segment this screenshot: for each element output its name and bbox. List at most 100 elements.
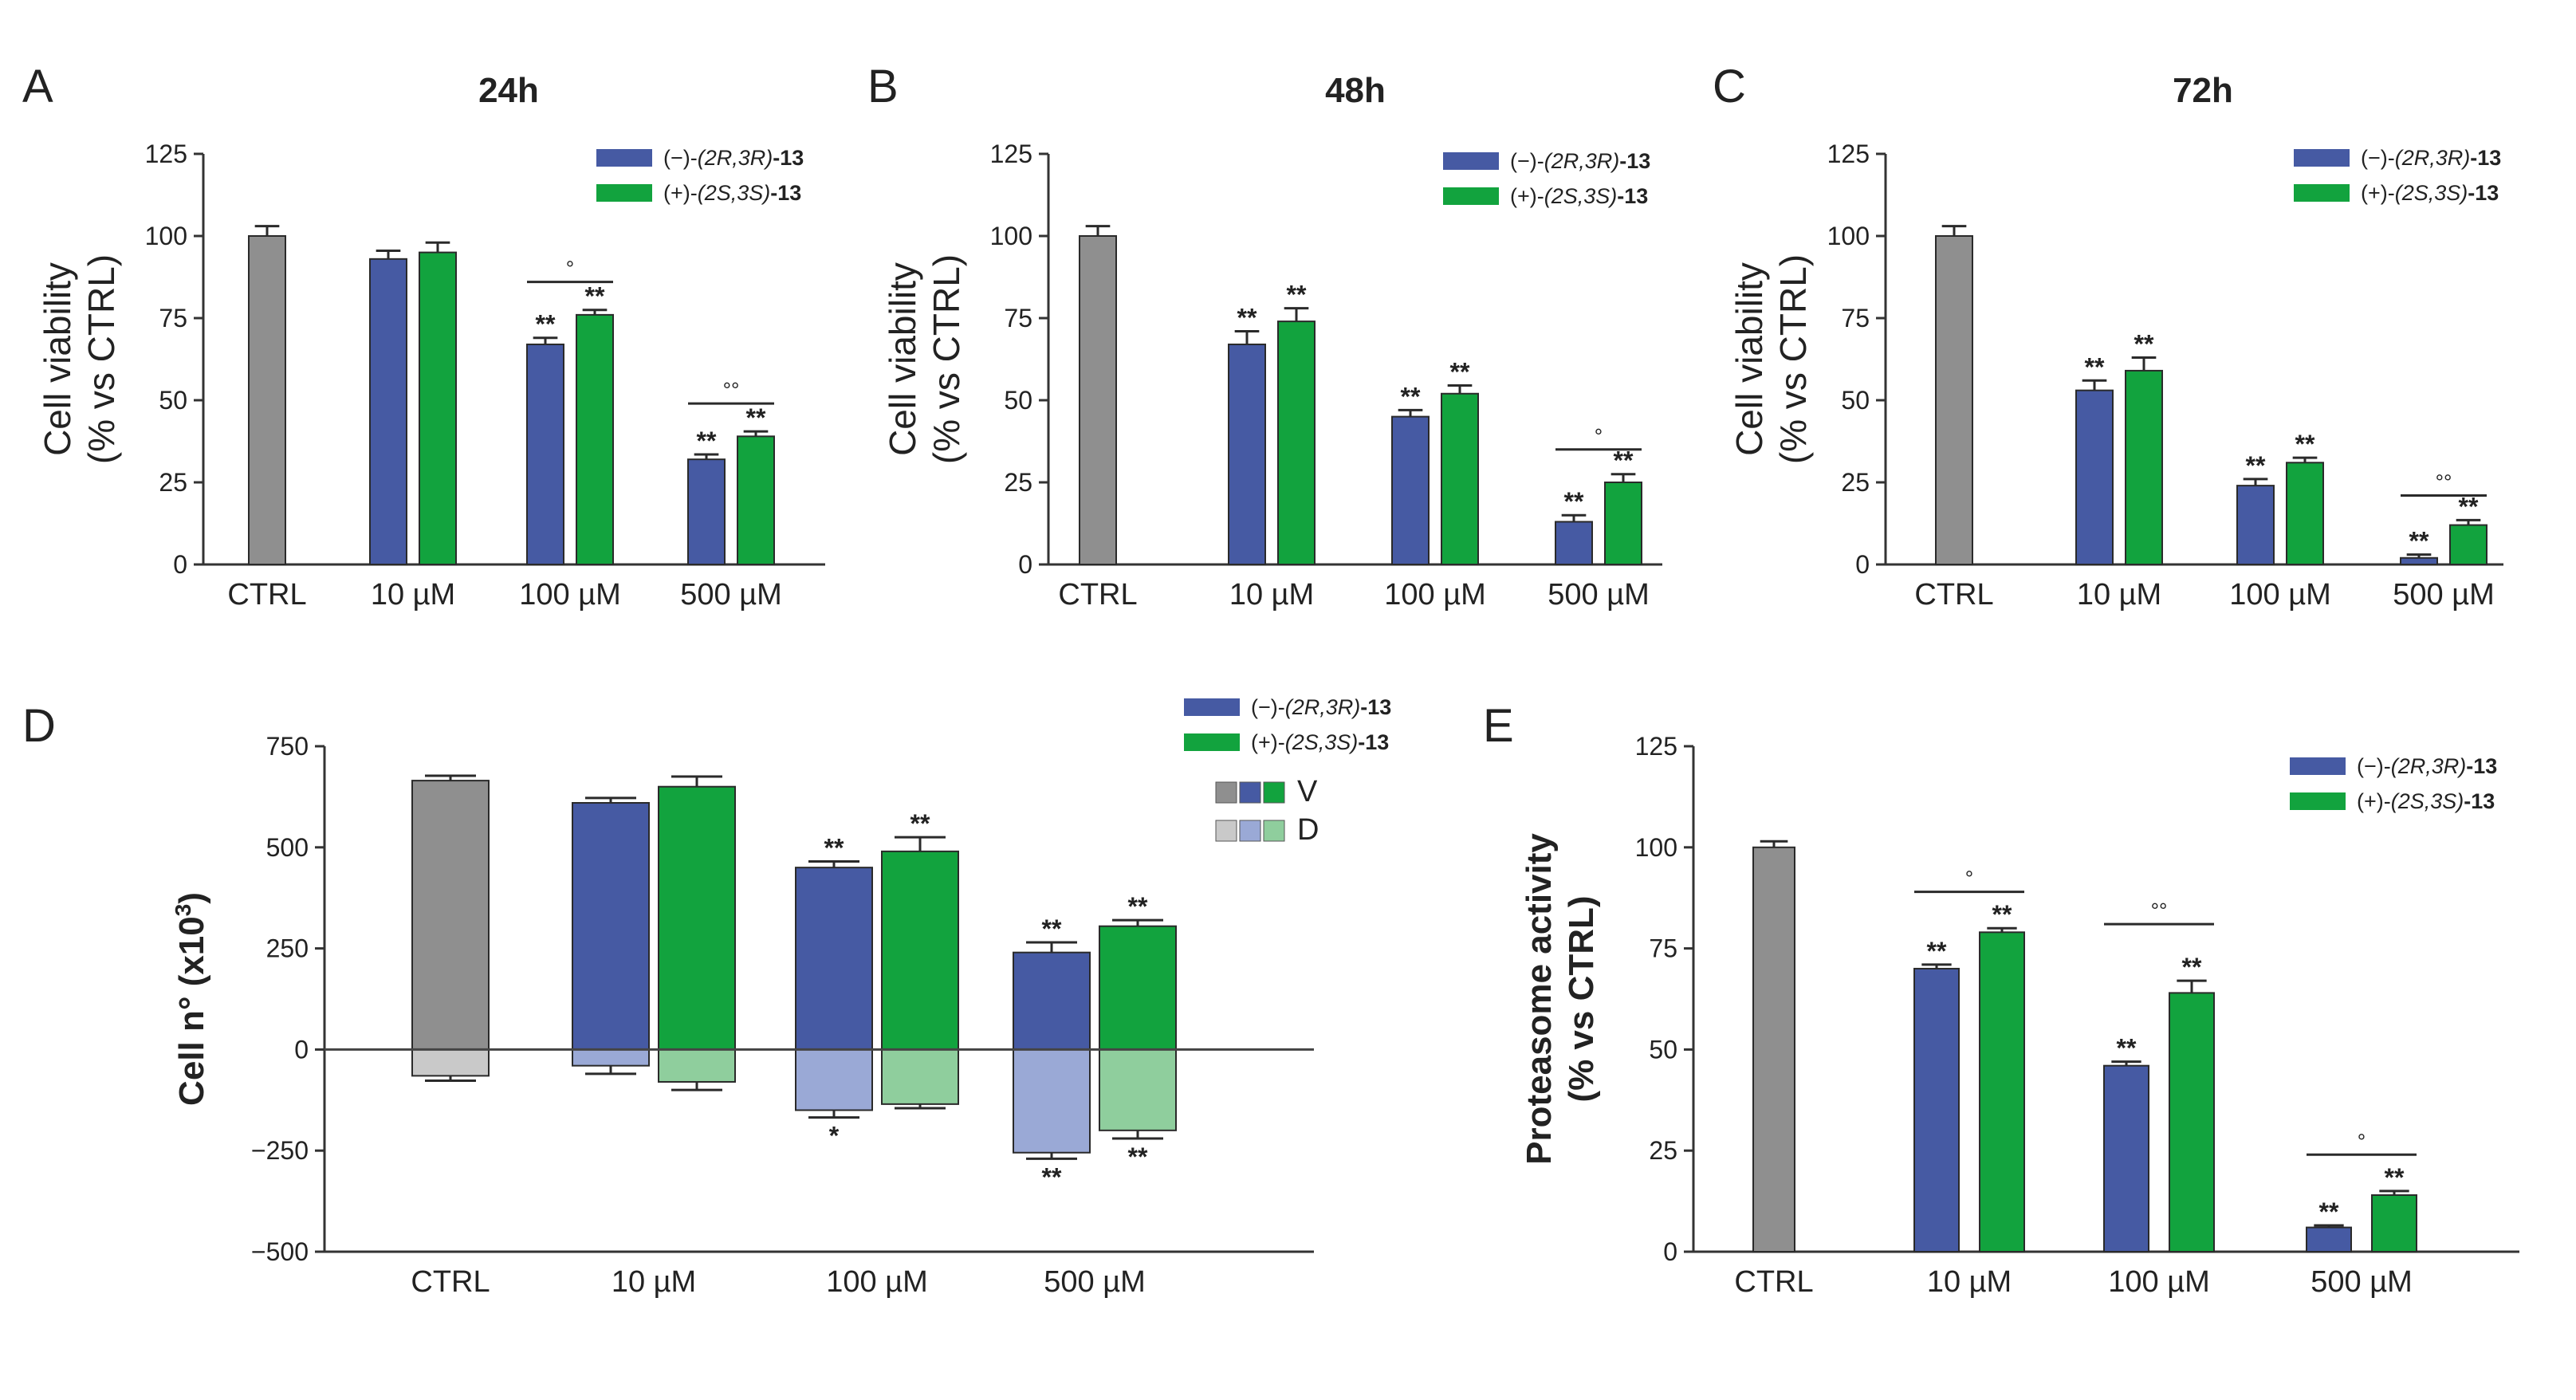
bar-rr <box>687 458 726 565</box>
panel-letter: C <box>1713 61 1746 112</box>
y-tick-label: 75 <box>1004 304 1032 332</box>
panel-title: 72h <box>2173 71 2233 110</box>
y-axis-label: Proteasome activity <box>1520 833 1559 1165</box>
significance-marker: ° <box>1595 424 1603 448</box>
bar-ss <box>2371 1194 2417 1253</box>
bar-ctrl <box>1079 235 1117 565</box>
vd-key-swatch <box>1263 820 1285 842</box>
y-tick-label: 0 <box>294 1035 309 1064</box>
bar-rr <box>2103 1064 2149 1253</box>
vd-key-swatch <box>1215 820 1237 842</box>
y-tick-label: 125 <box>990 140 1032 168</box>
significance-star: ** <box>2117 1034 2137 1063</box>
significance-star: ** <box>1401 382 1421 411</box>
panel-a: A 24h 0 25 50 75 100 125 Cell viability (% vs CTR… <box>22 61 825 612</box>
y-tick-label: 100 <box>145 222 187 250</box>
bar-rr <box>369 258 407 565</box>
bar-ss <box>1604 482 1642 565</box>
y-tick-label: 0 <box>1663 1237 1677 1266</box>
legend-swatch-ss <box>2290 792 2346 810</box>
significance-marker: °° <box>2151 899 2168 922</box>
y-tick-label: 100 <box>1827 222 1870 250</box>
legend-swatch-rr <box>2290 757 2346 775</box>
vd-key-swatch <box>1263 781 1285 804</box>
legend-swatch-ss <box>2294 184 2350 202</box>
x-category-label: 10 µM <box>371 578 455 612</box>
y-tick-label: 100 <box>1635 833 1677 862</box>
significance-star: ** <box>1927 937 1947 965</box>
legend-label-rr: (−)-(2R,3R)-13 <box>1510 149 1650 173</box>
y-tick-label: 125 <box>1635 732 1677 761</box>
y-tick-label: 25 <box>1649 1136 1677 1165</box>
x-category-label: CTRL <box>1734 1265 1813 1299</box>
vd-key-swatch <box>1215 781 1237 804</box>
panel-e: E 0 25 50 75 100 125 Proteasome activity (% vs C… <box>1483 700 2519 1299</box>
legend-swatch-ss <box>1184 733 1240 751</box>
legend-label-ss: (+)-(2S,3S)-13 <box>1251 730 1389 754</box>
significance-marker: °° <box>723 378 740 402</box>
y-axis-label: (% vs CTRL) <box>81 254 122 464</box>
bar-ss <box>2169 992 2215 1253</box>
significance-star: ** <box>585 282 605 311</box>
y-axis-label: (% vs CTRL) <box>926 254 967 464</box>
bar-ss <box>1441 392 1479 566</box>
bar-rr <box>2306 1226 2352 1253</box>
y-tick-label: 100 <box>990 222 1032 250</box>
bar-ss <box>576 313 614 565</box>
bar-rr <box>572 802 650 1051</box>
legend-swatch-rr <box>596 149 652 167</box>
x-category-label: 500 µM <box>680 578 782 612</box>
significance-star: ** <box>746 403 766 432</box>
bar-ss <box>658 785 736 1051</box>
bar-ss <box>1277 321 1316 565</box>
y-tick-label: 125 <box>145 140 187 168</box>
significance-star: ** <box>536 310 556 339</box>
x-category-label: 10 µM <box>1927 1265 2012 1299</box>
y-tick-label: 25 <box>1004 468 1032 497</box>
panel-letter: D <box>22 700 56 752</box>
vd-key-swatch <box>1239 781 1261 804</box>
x-category-label: 10 µM <box>612 1265 696 1299</box>
y-tick-label: 50 <box>1004 386 1032 415</box>
vd-key-label-d: D <box>1297 813 1319 847</box>
bar-rr <box>526 343 564 565</box>
y-axis-label: (% vs CTRL) <box>1562 895 1601 1102</box>
legend-label-ss: (+)-(2S,3S)-13 <box>2357 789 2495 813</box>
legend-label-rr: (−)-(2R,3R)-13 <box>1251 695 1391 719</box>
bar-ss <box>2449 524 2488 565</box>
significance-star: ** <box>1564 487 1584 516</box>
x-category-label: 100 µM <box>826 1265 928 1299</box>
legend-swatch-rr <box>1184 698 1240 716</box>
panel-letter: A <box>22 61 53 112</box>
x-category-label: 500 µM <box>1044 1265 1146 1299</box>
panel-letter: E <box>1483 700 1514 752</box>
bar-ss <box>737 435 775 565</box>
significance-star: * <box>829 1122 840 1150</box>
bar-ctrl <box>248 235 286 565</box>
bar-ctrl <box>1935 235 1973 565</box>
significance-star: ** <box>1237 303 1257 332</box>
legend-swatch-rr <box>1443 152 1499 170</box>
x-category-label: CTRL <box>1058 578 1137 612</box>
bar-rr <box>1555 521 1593 566</box>
bar-rr-dead <box>1013 1048 1091 1154</box>
bar-ctrl <box>1752 846 1795 1253</box>
bar-rr <box>2236 485 2275 565</box>
significance-star: ** <box>1128 1142 1148 1171</box>
significance-star: ** <box>2085 352 2105 381</box>
bar-ss <box>881 850 959 1051</box>
bar-ss-dead <box>881 1048 959 1105</box>
significance-star: ** <box>824 834 844 863</box>
significance-star: ** <box>2246 451 2266 480</box>
y-tick-label: 0 <box>1855 550 1870 579</box>
bar-rr <box>795 867 873 1051</box>
significance-marker: ° <box>566 257 574 281</box>
y-tick-label: 25 <box>1841 468 1870 497</box>
x-category-label: 500 µM <box>2393 578 2495 612</box>
x-category-label: 100 µM <box>519 578 621 612</box>
x-category-label: 10 µM <box>2077 578 2161 612</box>
bar-rr <box>1391 415 1430 565</box>
legend-label-ss: (+)-(2S,3S)-13 <box>663 181 801 205</box>
y-axis-label: Cell viability <box>882 262 923 456</box>
panel-d: D −500 −250 0 250 500 750 Cell n° (x103) CTRL 10 … <box>22 695 1391 1299</box>
